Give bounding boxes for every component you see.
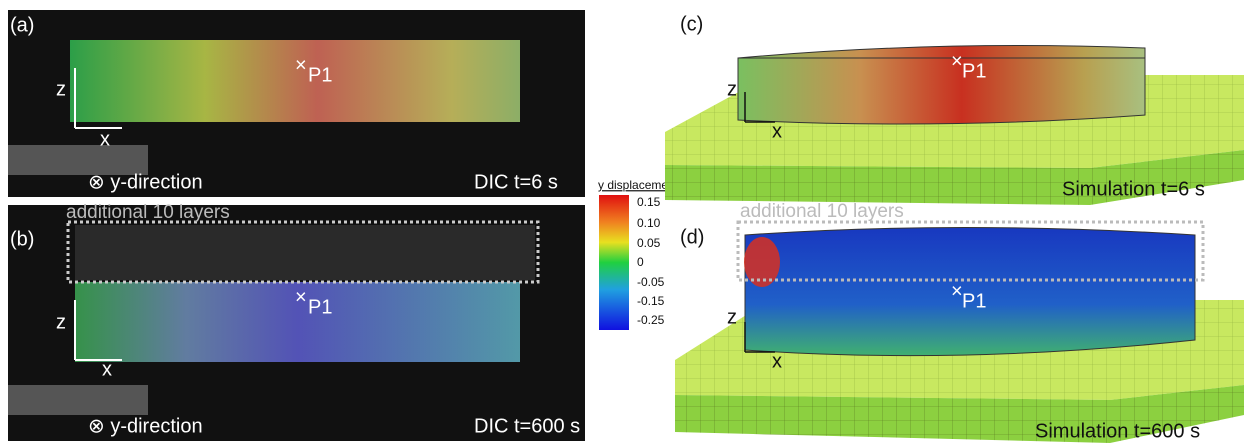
hot-spot — [744, 237, 780, 287]
panel-label: (c) — [680, 13, 703, 35]
marker: × — [951, 50, 963, 72]
colorbar-tick: 0.15 — [637, 195, 661, 209]
axis-label: z — [727, 78, 737, 100]
dic-field — [70, 40, 520, 122]
panel-label: (a) — [10, 14, 34, 36]
figure: × (a) z x P1 ⊗ y-direction DIC t=6 s × (… — [0, 0, 1244, 443]
marker: × — [295, 54, 307, 76]
caption: DIC t=600 s — [474, 415, 580, 437]
axis-label: z — [56, 78, 66, 100]
axis-label: x — [772, 120, 782, 142]
marker: × — [951, 280, 963, 302]
marker: × — [295, 286, 307, 308]
colorbar-tick: 0.10 — [637, 216, 661, 230]
axis-label: x — [772, 350, 782, 372]
colorbar-tick: 0 — [637, 255, 644, 269]
axis-label: z — [727, 306, 737, 328]
caption: Simulation t=600 s — [1035, 420, 1200, 442]
colorbar — [599, 195, 629, 330]
colorbar-tick: -0.05 — [637, 275, 665, 289]
annotation: additional 10 layers — [66, 202, 230, 223]
caption: DIC t=6 s — [474, 171, 558, 193]
caption: Simulation t=6 s — [1062, 178, 1205, 200]
panel-label: (d) — [680, 226, 704, 248]
point-label: P1 — [962, 60, 986, 82]
colorbar-tick: -0.25 — [637, 313, 665, 327]
clamp — [8, 385, 148, 415]
direction: ⊗ y-direction — [88, 415, 203, 437]
wall — [738, 46, 1145, 124]
axis-label: x — [102, 358, 112, 380]
axis-label: x — [100, 128, 110, 150]
axis-label: z — [56, 311, 66, 333]
annotation: additional 10 layers — [740, 201, 904, 222]
layers — [75, 225, 535, 280]
colorbar-tick: -0.15 — [637, 294, 665, 308]
point-label: P1 — [308, 296, 332, 318]
direction: ⊗ y-direction — [88, 171, 203, 193]
colorbar-tick: 0.05 — [637, 236, 661, 250]
panel-label: (b) — [10, 228, 34, 250]
point-label: P1 — [962, 290, 986, 312]
point-label: P1 — [308, 64, 332, 86]
